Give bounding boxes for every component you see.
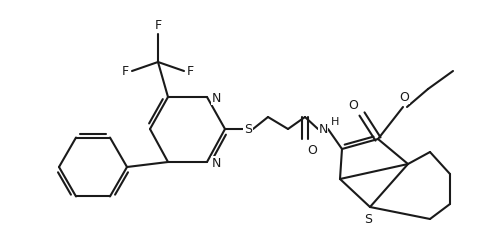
Text: N: N (212, 157, 221, 170)
Text: F: F (122, 65, 129, 78)
Text: O: O (399, 91, 409, 104)
Text: N: N (318, 123, 328, 136)
Text: S: S (244, 123, 252, 136)
Text: F: F (155, 19, 162, 32)
Text: H: H (331, 116, 339, 126)
Text: S: S (364, 212, 372, 225)
Text: N: N (212, 92, 221, 105)
Text: F: F (187, 65, 194, 78)
Text: O: O (348, 98, 358, 112)
Text: O: O (307, 144, 317, 156)
